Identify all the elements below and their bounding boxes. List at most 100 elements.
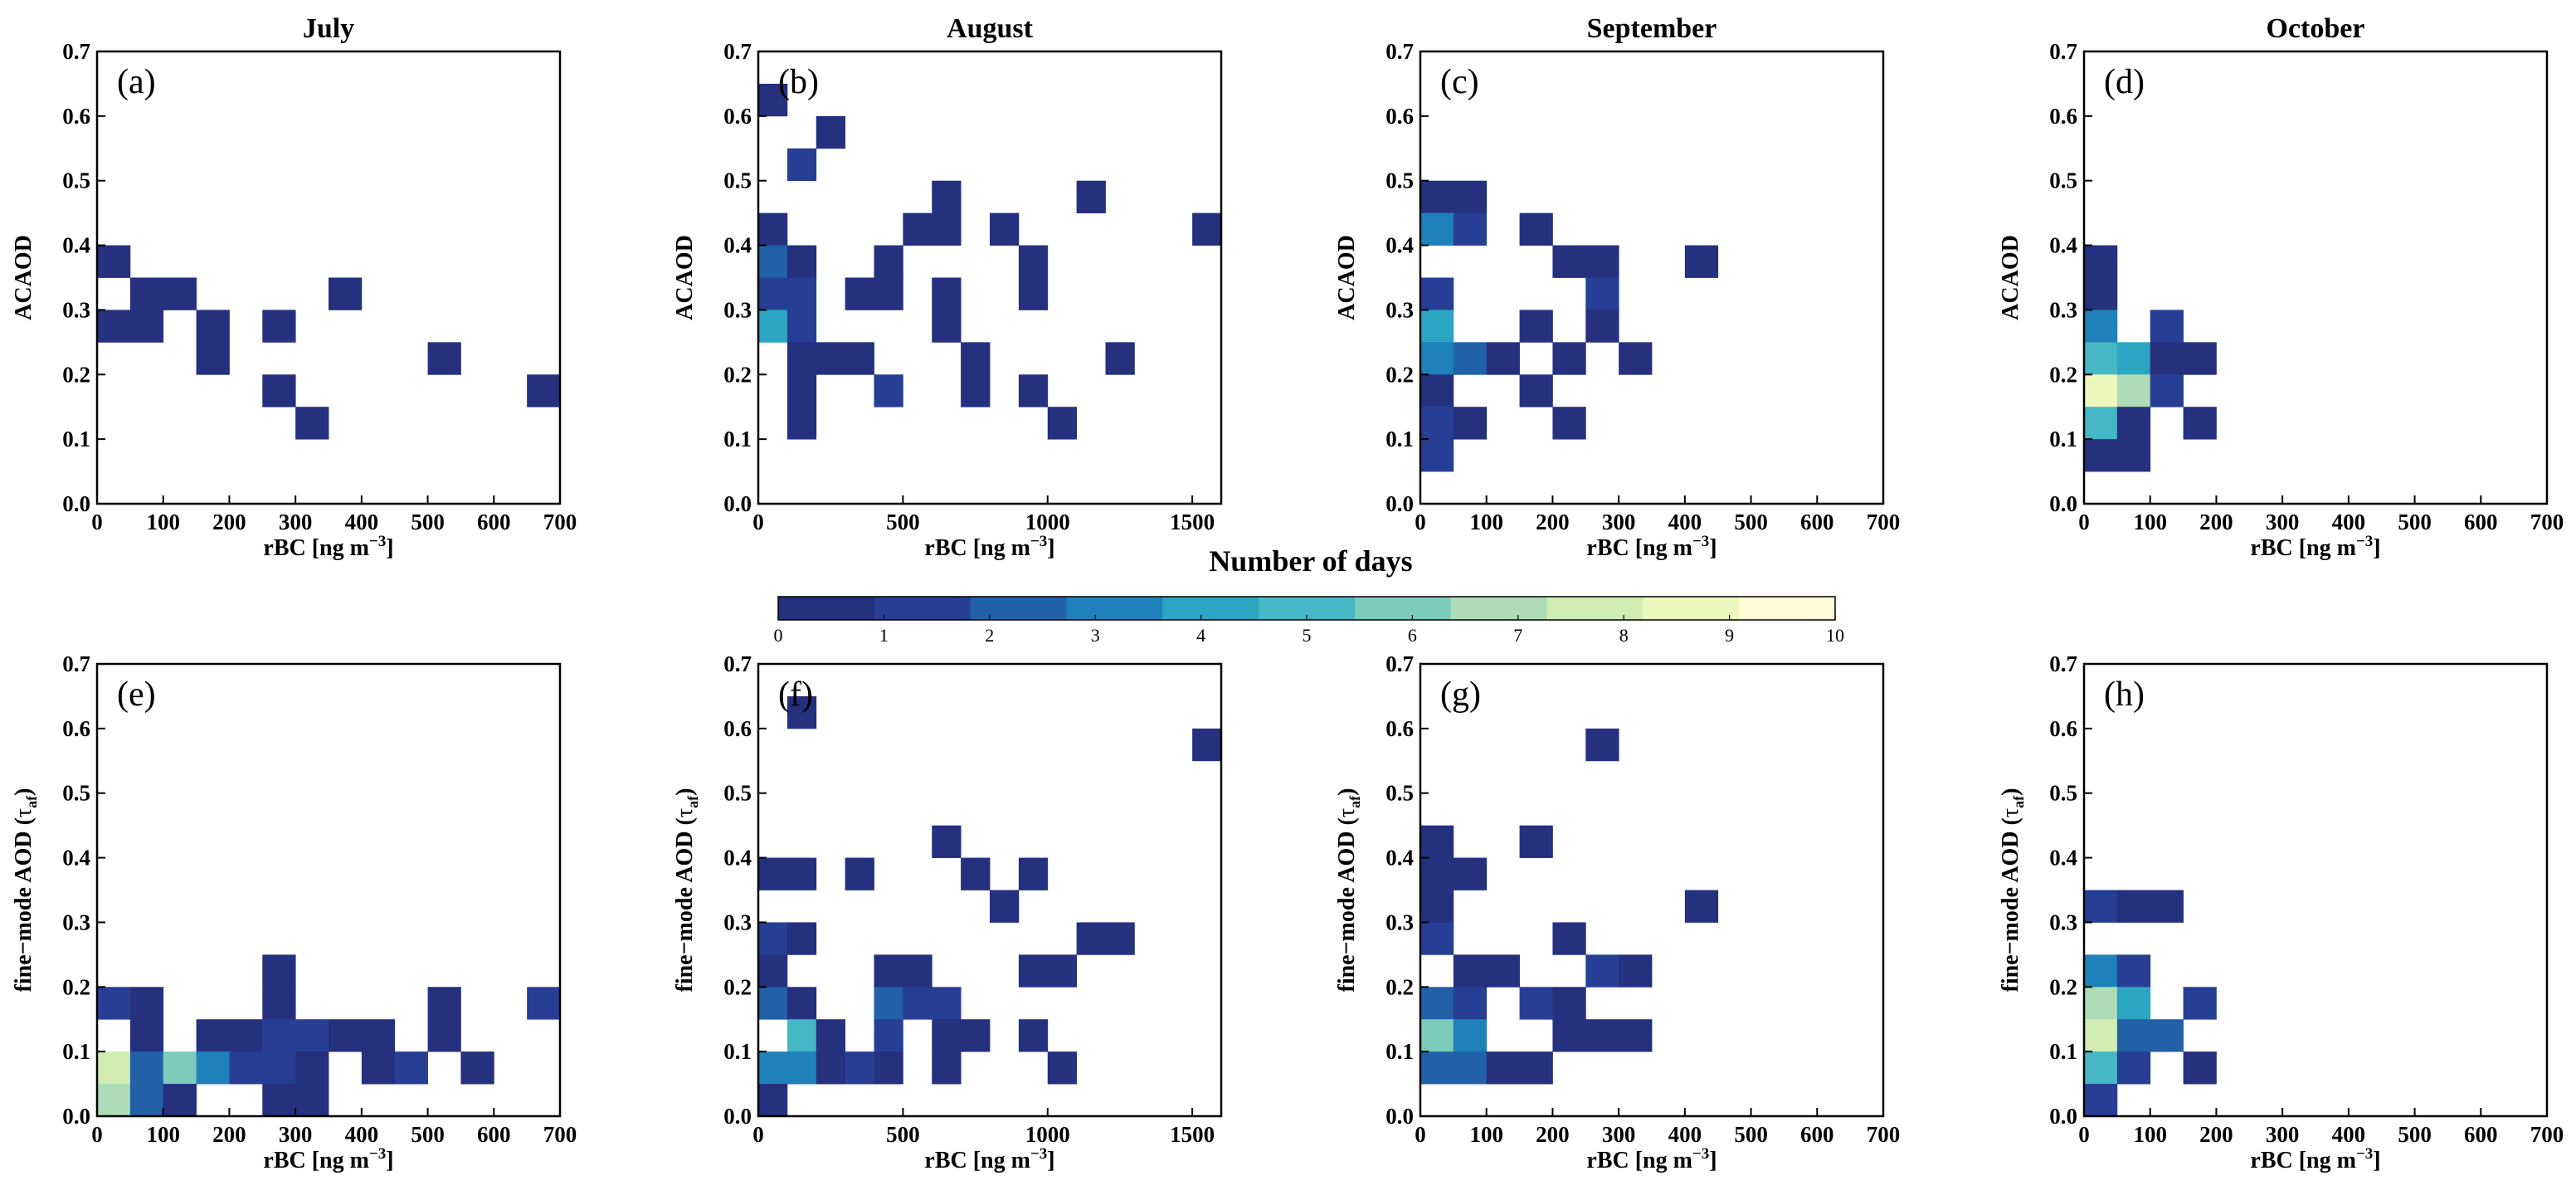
heatmap-cell: [758, 922, 788, 955]
y-tick-label: 0.6: [1385, 716, 1414, 741]
plot-frame: [1419, 662, 1885, 1118]
y-tick-label: 0.7: [2049, 39, 2077, 64]
heatmap-cell: [394, 1051, 428, 1085]
colorbar-tick-label: 5: [1303, 625, 1312, 646]
heatmap-cell: [2150, 374, 2184, 407]
colorbar-segment: [874, 597, 971, 620]
heatmap-cell: [1453, 407, 1488, 440]
heatmap-cell: [1420, 987, 1454, 1020]
heatmap-cell: [1519, 310, 1553, 343]
heatmap-cell: [1420, 342, 1454, 375]
x-axis-label: rBC [ng m−3]: [2250, 1145, 2380, 1173]
y-tick-label: 0.2: [723, 362, 752, 387]
heatmap-cell: [874, 987, 903, 1020]
x-tick-label: 0: [752, 1122, 764, 1147]
y-tick-label: 0.1: [723, 1039, 752, 1064]
heatmap-cell: [1192, 728, 1222, 762]
panel-g: 0.0 0.1 0.2 0.3 0.4 0.5 0.6 0.7 0 100 200 300 400 500…: [1334, 651, 1900, 1173]
heatmap-cell: [129, 1051, 164, 1085]
heatmap-cell: [2116, 1019, 2184, 1052]
heatmap-cell: [932, 277, 962, 343]
heatmap-cell: [2183, 1051, 2217, 1085]
x-tick-label: 200: [1536, 1122, 1570, 1147]
heatmap-cell: [2084, 954, 2118, 988]
heatmap-cell: [932, 1019, 991, 1052]
heatmap-cell: [874, 1019, 903, 1052]
panel-label: (b): [778, 63, 819, 101]
x-tick-label: 500: [2398, 510, 2432, 534]
x-tick-label: 500: [1734, 1122, 1768, 1147]
panel-e: 0.0 0.1 0.2 0.3 0.4 0.5 0.6 0.7 0 100 200 300 400 500…: [11, 651, 577, 1173]
heatmap-cell: [427, 342, 461, 375]
heatmap-cell: [1552, 922, 1586, 955]
heatmap-cell: [903, 212, 962, 246]
heatmap-cell: [874, 374, 903, 407]
heatmap-cell: [786, 1019, 817, 1052]
heatmap-cell: [961, 857, 991, 890]
heatmap-cell: [1552, 1019, 1653, 1052]
colorbar-segment: [1066, 597, 1163, 620]
x-tick-label: 600: [477, 510, 511, 534]
heatmap-cell: [1552, 987, 1586, 1020]
panel-label: (h): [2104, 676, 2145, 714]
x-axis-label: rBC [ng m−3]: [924, 533, 1054, 561]
x-tick-label: 200: [212, 510, 246, 534]
heatmap-cell: [874, 1051, 903, 1085]
x-axis-label: rBC [ng m−3]: [1586, 533, 1717, 561]
heatmap-cell: [758, 857, 817, 890]
x-tick-label: 300: [279, 1122, 313, 1147]
plot-frame: [2082, 662, 2549, 1118]
colorbar-tick-label: 6: [1408, 625, 1417, 646]
heatmap-cell: [2183, 407, 2217, 440]
y-tick-label: 0.4: [62, 233, 90, 258]
heatmap-cell: [961, 342, 991, 407]
heatmap-cell: [2150, 342, 2217, 375]
plot-frame: [757, 50, 1223, 505]
y-axis-label: fine−mode AOD (τaf): [1998, 788, 2027, 993]
colorbar-tick-label: 4: [1196, 625, 1205, 646]
heatmap-cell: [129, 1019, 164, 1052]
heatmap-cell: [295, 407, 329, 440]
heatmap-cell: [758, 954, 788, 988]
y-tick-label: 0.1: [2049, 1039, 2077, 1064]
x-tick-label: 400: [1668, 1122, 1702, 1147]
heatmap-cell: [1453, 212, 1488, 246]
x-axis-label: rBC [ng m−3]: [924, 1145, 1054, 1173]
heatmap-cell: [1420, 180, 1488, 214]
heatmap-cell: [2150, 310, 2184, 343]
y-tick-label: 0.3: [723, 910, 752, 934]
x-tick-label: 500: [886, 1122, 920, 1147]
heatmap-cell: [1076, 180, 1106, 214]
heatmap-cell: [1519, 825, 1553, 858]
heatmap-cell: [97, 245, 131, 278]
y-tick-label: 0.6: [62, 104, 90, 129]
panel-h: 0.0 0.1 0.2 0.3 0.4 0.5 0.6 0.7 0 100 200 300 400 500…: [1998, 651, 2564, 1173]
heatmap-cell: [1420, 825, 1454, 858]
y-tick-label: 0.2: [2049, 974, 2077, 999]
heatmap-cell: [2084, 374, 2118, 407]
x-tick-label: 0: [1415, 510, 1426, 534]
x-tick-label: 100: [146, 510, 180, 534]
y-tick-label: 0.3: [2049, 910, 2077, 934]
heatmap-cell: [262, 374, 296, 407]
heatmap-cell: [427, 1019, 461, 1052]
heatmap-cell: [786, 374, 817, 440]
y-tick-label: 0.4: [2049, 846, 2077, 871]
heatmap-cell: [1018, 857, 1049, 890]
heatmap-cell: [758, 310, 788, 343]
panel-label: (e): [117, 676, 156, 714]
y-tick-label: 0.4: [2049, 233, 2077, 258]
y-tick-label: 0.6: [2049, 104, 2077, 129]
y-tick-label: 0.5: [723, 781, 752, 806]
x-tick-label: 500: [2398, 1122, 2432, 1147]
heatmap-cell: [97, 1084, 131, 1117]
panel-title: July: [303, 13, 354, 44]
x-axis-label: rBC [ng m−3]: [1586, 1145, 1717, 1173]
heatmap-cell: [527, 374, 561, 407]
heatmap-cell: [990, 890, 1020, 923]
heatmap-cell: [1420, 1019, 1454, 1052]
heatmap-cell: [2084, 1019, 2118, 1052]
y-tick-label: 0.6: [723, 716, 752, 741]
colorbar-tick-label: 8: [1619, 625, 1629, 646]
